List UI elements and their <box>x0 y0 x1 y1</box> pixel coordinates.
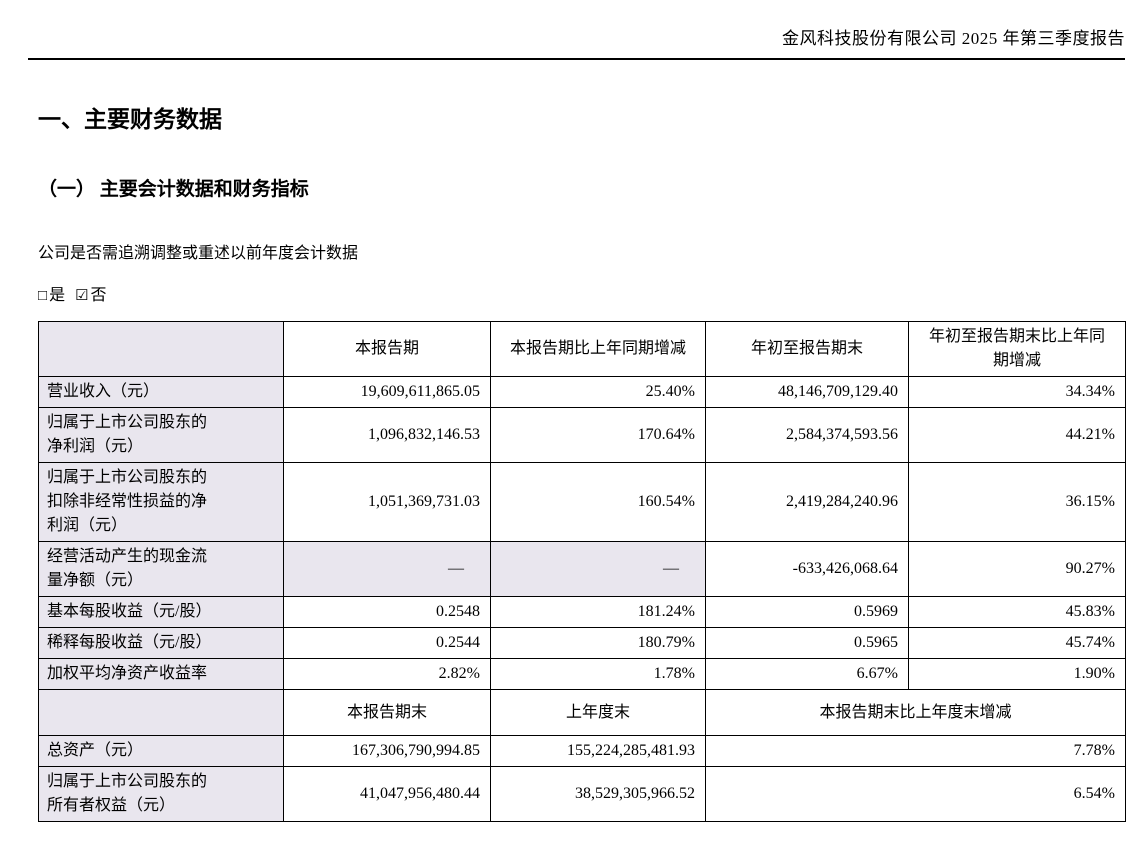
cell-value: 19,609,611,865.05 <box>283 376 491 408</box>
row-label: 加权平均净资产收益率 <box>38 658 284 690</box>
cell-value: 0.2548 <box>283 596 491 628</box>
table-row: 营业收入（元） 19,609,611,865.05 25.40% 48,146,… <box>38 376 1126 408</box>
table-row: 稀释每股收益（元/股） 0.2544 180.79% 0.5965 45.74% <box>38 627 1126 659</box>
report-header: 金风科技股份有限公司 2025 年第三季度报告 <box>38 0 1125 49</box>
cell-value: 170.64% <box>490 407 706 463</box>
header-cell-ytd: 年初至报告期末 <box>705 321 909 377</box>
table-row: 归属于上市公司股东的扣除非经常性损益的净利润（元） 1,051,369,731.… <box>38 462 1126 542</box>
row-label: 经营活动产生的现金流量净额（元） <box>38 541 284 597</box>
table-row: 归属于上市公司股东的所有者权益（元） 41,047,956,480.44 38,… <box>38 766 1126 822</box>
checkbox-unchecked-icon: □ <box>38 288 48 304</box>
cell-value: 1,051,369,731.03 <box>283 462 491 542</box>
table-row: 归属于上市公司股东的净利润（元） 1,096,832,146.53 170.64… <box>38 407 1126 463</box>
cell-value: 90.27% <box>908 541 1126 597</box>
row-label: 营业收入（元） <box>38 376 284 408</box>
cell-value: 155,224,285,481.93 <box>490 735 706 767</box>
header-cell-prior-year-end: 上年度末 <box>490 689 706 736</box>
table-header-row-1: 本报告期 本报告期比上年同期增减 年初至报告期末 年初至报告期末比上年同期增减 <box>38 321 1126 377</box>
cell-value: 0.2544 <box>283 627 491 659</box>
checkbox-yes: □ 是 <box>38 287 65 304</box>
cell-value: 48,146,709,129.40 <box>705 376 909 408</box>
cell-value: 1.78% <box>490 658 706 690</box>
cell-value: 6.67% <box>705 658 909 690</box>
checkbox-no-label: 否 <box>90 287 107 304</box>
cell-value: 34.34% <box>908 376 1126 408</box>
header-divider <box>28 58 1125 60</box>
cell-value: 7.78% <box>705 735 1126 767</box>
row-label: 基本每股收益（元/股） <box>38 596 284 628</box>
financial-data-table: 本报告期 本报告期比上年同期增减 年初至报告期末 年初至报告期末比上年同期增减 … <box>38 321 1126 822</box>
header-cell-period-end-change: 本报告期末比上年度末增减 <box>705 689 1126 736</box>
row-label: 归属于上市公司股东的净利润（元） <box>38 407 284 463</box>
cell-value: 41,047,956,480.44 <box>283 766 491 822</box>
checkbox-no: ☑ 否 <box>75 287 106 304</box>
section-heading-1: 一、主要财务数据 <box>38 107 222 132</box>
cell-value: 0.5969 <box>705 596 909 628</box>
header-cell-current-period-yoy: 本报告期比上年同期增减 <box>490 321 706 377</box>
checkbox-checked-icon: ☑ <box>75 288 89 304</box>
cell-value: 2.82% <box>283 658 491 690</box>
cell-value: 0.5965 <box>705 627 909 659</box>
cell-value: 45.74% <box>908 627 1126 659</box>
section-heading-2: （一） 主要会计数据和财务指标 <box>38 179 309 200</box>
report-title: 金风科技股份有限公司 2025 年第三季度报告 <box>782 29 1125 48</box>
cell-value: 1.90% <box>908 658 1126 690</box>
row-label: 归属于上市公司股东的扣除非经常性损益的净利润（元） <box>38 462 284 542</box>
cell-value: 181.24% <box>490 596 706 628</box>
cell-value: 36.15% <box>908 462 1126 542</box>
table-row: 加权平均净资产收益率 2.82% 1.78% 6.67% 1.90% <box>38 658 1126 690</box>
cell-value: 167,306,790,994.85 <box>283 735 491 767</box>
cell-value: 160.54% <box>490 462 706 542</box>
cell-value: 180.79% <box>490 627 706 659</box>
header-cell-blank <box>38 321 284 377</box>
header-cell-period-end: 本报告期末 <box>283 689 491 736</box>
cell-value: 44.21% <box>908 407 1126 463</box>
cell-value: 1,096,832,146.53 <box>283 407 491 463</box>
header-cell-ytd-yoy: 年初至报告期末比上年同期增减 <box>908 321 1126 377</box>
cell-value: 38,529,305,966.52 <box>490 766 706 822</box>
table-row: 总资产（元） 167,306,790,994.85 155,224,285,48… <box>38 735 1126 767</box>
cell-value: — <box>283 541 491 597</box>
row-label: 稀释每股收益（元/股） <box>38 627 284 659</box>
cell-value: 6.54% <box>705 766 1126 822</box>
table-row: 基本每股收益（元/股） 0.2548 181.24% 0.5969 45.83% <box>38 596 1126 628</box>
header-cell-current-period: 本报告期 <box>283 321 491 377</box>
cell-value: 45.83% <box>908 596 1126 628</box>
row-label: 归属于上市公司股东的所有者权益（元） <box>38 766 284 822</box>
table-row: 经营活动产生的现金流量净额（元） — — -633,426,068.64 90.… <box>38 541 1126 597</box>
cell-value: 2,419,284,240.96 <box>705 462 909 542</box>
cell-value: 2,584,374,593.56 <box>705 407 909 463</box>
cell-value: -633,426,068.64 <box>705 541 909 597</box>
checkbox-line: □ 是 ☑ 否 <box>38 281 1125 305</box>
table-header-row-2: 本报告期末 上年度末 本报告期末比上年度末增减 <box>38 689 1126 736</box>
cell-value: — <box>490 541 706 597</box>
cell-value: 25.40% <box>490 376 706 408</box>
row-label: 总资产（元） <box>38 735 284 767</box>
checkbox-yes-label: 是 <box>49 287 66 304</box>
restatement-question: 公司是否需追溯调整或重述以前年度会计数据 <box>38 245 359 262</box>
header-cell-blank <box>38 689 284 736</box>
